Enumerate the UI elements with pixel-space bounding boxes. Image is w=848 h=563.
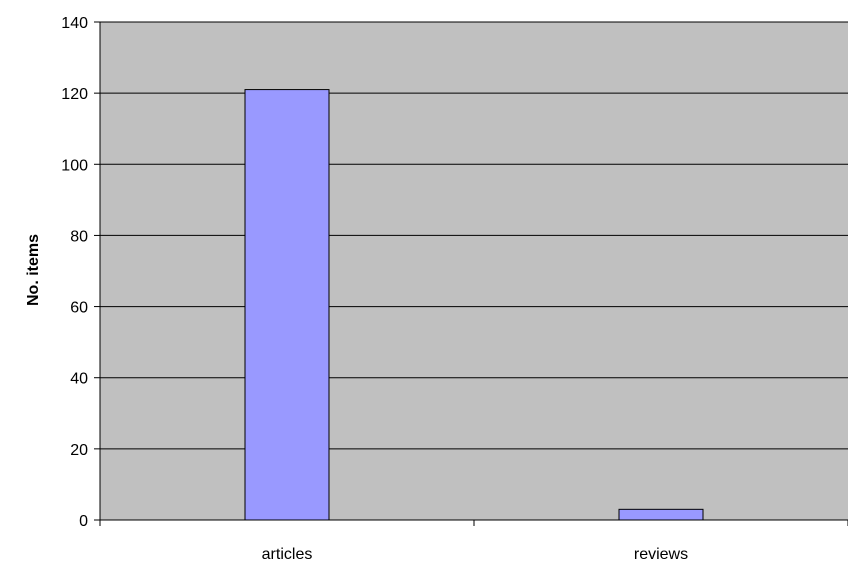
y-axis: 0 20 40 60 80 100 120 140 [61,15,101,530]
y-tick-label: 120 [61,86,88,103]
y-axis-title: No. items [25,234,42,306]
y-tick-label: 60 [70,300,88,317]
gridlines [100,21,848,450]
y-tick-label: 80 [70,228,88,245]
y-tick-label: 140 [61,15,88,32]
x-tick-label: reviews [634,546,688,563]
bar-reviews [618,508,704,521]
bar-articles [244,89,330,521]
x-axis: articles reviews [99,519,848,563]
x-tick-label: articles [262,546,313,563]
y-tick-label: 100 [61,157,88,174]
y-tick-label: 0 [79,513,88,530]
y-tick-label: 20 [70,442,88,459]
plot-area [100,22,848,520]
y-tick-label: 40 [70,371,88,388]
